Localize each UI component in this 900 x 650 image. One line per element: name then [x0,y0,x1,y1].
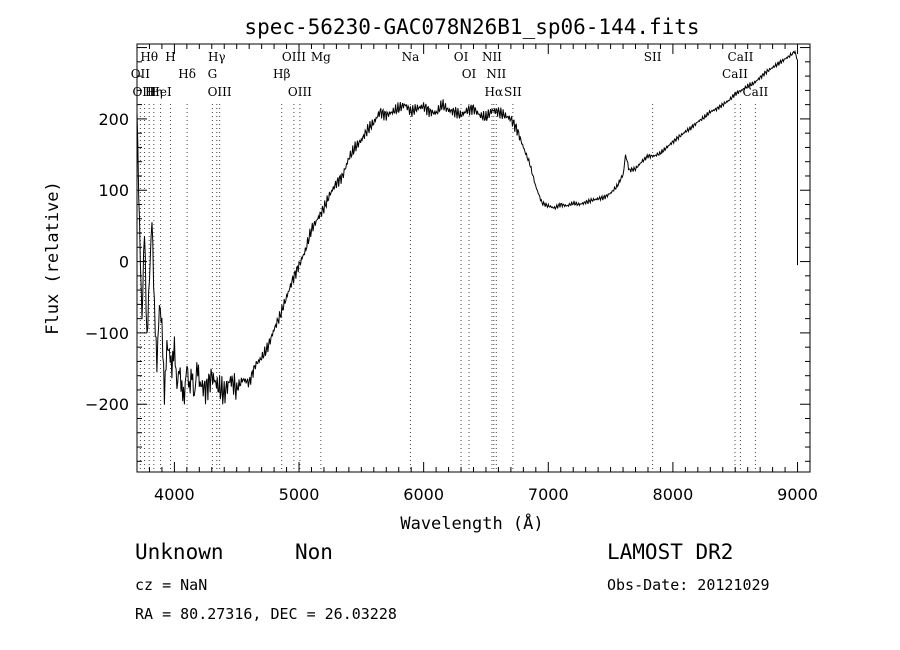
object-class: Unknown [135,540,224,564]
redshift-cz: cz = NaN [135,576,208,594]
x-tick-label: 8000 [653,485,694,504]
line-marker-label: CaII [728,50,754,64]
line-marker-label: H [165,50,175,64]
x-axis: 4000 5000 6000 7000 8000 9000 [136,44,818,504]
line-marker-label: HeI [149,85,172,99]
line-marker-label: CaII [742,85,768,99]
x-tick-label: 4000 [154,485,195,504]
line-marker-label: OIII [208,85,232,99]
line-marker-label: OI [454,50,469,64]
y-tick-label: −200 [85,395,129,414]
line-marker-label: G [208,67,218,81]
line-marker-label: Hβ [273,67,290,81]
line-marker-label: OI [462,67,477,81]
x-tick-label: 5000 [279,485,320,504]
x-tick-label: 7000 [528,485,569,504]
line-marker-label: Mg [311,50,331,64]
survey-name: LAMOST DR2 [607,540,734,564]
y-tick-label: 200 [98,110,129,129]
line-marker-label: NII [482,50,502,64]
x-axis-label: Wavelength (Å) [400,512,543,534]
line-marker-label: OIII [132,85,156,99]
line-marker-label: Hα [485,85,504,99]
coordinates: RA = 80.27316, DEC = 26.03228 [135,605,397,623]
y-axis-label: Flux (relative) [43,181,63,335]
y-axis: −200 −100 0 100 200 [85,47,810,462]
line-marker-label: Hη [145,85,163,99]
line-marker-label: OIII [282,50,306,64]
y-tick-label: 0 [119,253,129,272]
object-subclass: Non [295,540,333,564]
observation-date: Obs-Date: 20121029 [607,576,770,594]
line-marker-label: NII [486,67,506,81]
line-marker-label: Hθ [140,50,158,64]
x-tick-label: 6000 [403,485,444,504]
chart-title: spec-56230-GAC078N26B1_sp06-144.fits [244,15,699,39]
x-tick-label: 9000 [777,485,818,504]
line-marker-label: OII [131,67,151,81]
line-marker-label: Na [402,50,420,64]
y-tick-label: −100 [85,324,129,343]
y-tick-label: 100 [98,181,129,200]
line-marker-label: SII [644,50,662,64]
line-marker-label: Hγ [208,50,226,64]
line-marker-label: Hδ [178,67,196,81]
line-marker-label: CaII [722,67,748,81]
line-marker-label: SII [504,85,522,99]
line-marker-label: OIII [288,85,312,99]
flux-series-line [136,49,798,405]
